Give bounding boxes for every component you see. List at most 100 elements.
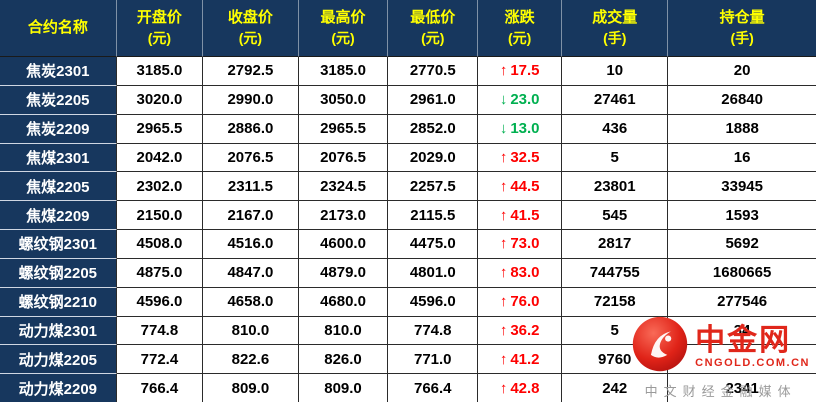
high-price: 4600.0 <box>298 230 389 259</box>
cngold-watermark: 中金网 CNGOLD.COM.CN 中文财经金融媒体 <box>631 315 810 400</box>
open-price: 772.4 <box>116 345 204 375</box>
change-cell: ↑ 44.5 <box>478 172 563 202</box>
cngold-logo-icon <box>631 315 689 378</box>
close-price: 2076.5 <box>203 143 299 173</box>
contract-name: 焦煤2205 <box>0 172 117 202</box>
header-label: 最低价 <box>410 9 456 27</box>
volume: 242 <box>562 374 669 402</box>
high-price: 3185.0 <box>298 57 389 86</box>
watermark-tagline: 中文财经金融媒体 <box>644 384 797 399</box>
change-cell: ↑ 76.0 <box>478 287 563 317</box>
high-price: 2324.5 <box>298 172 389 202</box>
table-row: 螺纹钢2301 4508.0 4516.0 4600.0 4475.0 ↑ 73.0 2817… <box>0 230 816 259</box>
table-row: 焦煤2209 2150.0 2167.0 2173.0 2115.5 ↑ 41.5 545 15… <box>0 201 816 231</box>
open-price: 774.8 <box>116 316 204 346</box>
up-arrow-icon: ↑ <box>499 235 508 253</box>
header-label: 持仓量 <box>719 9 765 27</box>
contract-name: 焦炭2301 <box>0 57 117 86</box>
contract-name: 螺纹钢2205 <box>0 258 117 288</box>
table-row: 焦煤2205 2302.0 2311.5 2324.5 2257.5 ↑ 44.5 23801… <box>0 172 816 202</box>
open-price: 2042.0 <box>116 143 204 173</box>
close-price: 809.0 <box>203 374 299 402</box>
high-price: 2965.5 <box>298 114 389 144</box>
low-price: 766.4 <box>388 374 479 402</box>
open-price: 3185.0 <box>116 57 204 86</box>
volume: 436 <box>562 114 669 144</box>
change-cell: ↑ 36.2 <box>478 316 563 346</box>
change-cell: ↑ 83.0 <box>478 258 563 288</box>
high-price: 4680.0 <box>298 287 389 317</box>
table-row: 螺纹钢2210 4596.0 4658.0 4680.0 4596.0 ↑ 76.0 7215… <box>0 287 816 317</box>
low-price: 2115.5 <box>388 201 479 231</box>
watermark-brand: 中金网 <box>695 324 792 357</box>
close-price: 822.6 <box>203 345 299 375</box>
header-label: 成交量 <box>592 9 638 27</box>
header-unit: (元) <box>508 29 532 46</box>
header-unit: (手) <box>603 29 627 46</box>
open-interest: 2341 <box>668 374 816 402</box>
open-interest: 1593 <box>668 201 816 231</box>
col-header-low-price: 最低价 (元) <box>388 0 479 57</box>
header-label: 合约名称 <box>27 18 88 36</box>
change-cell: ↑ 41.2 <box>478 345 563 375</box>
down-arrow-icon: ↓ <box>499 120 508 138</box>
close-price: 2167.0 <box>203 201 299 231</box>
contract-name: 动力煤2209 <box>0 374 117 402</box>
up-arrow-icon: ↑ <box>499 206 508 224</box>
open-interest: 34 <box>668 316 816 346</box>
table-row: 焦炭2209 2965.5 2886.0 2965.5 2852.0 ↓ 13.0 436 18… <box>0 114 816 144</box>
table-row: 动力煤2301 774.8 810.0 810.0 774.8 ↑ 36.2 5 34 <box>0 316 816 346</box>
up-arrow-icon: ↑ <box>499 350 508 368</box>
low-price: 2770.5 <box>388 57 479 86</box>
low-price: 2257.5 <box>388 172 479 202</box>
high-price: 2173.0 <box>298 201 389 231</box>
up-arrow-icon: ↑ <box>499 148 508 166</box>
open-interest: 277546 <box>668 287 816 317</box>
volume: 10 <box>562 57 669 86</box>
col-header-change: 涨跌 (元) <box>478 0 563 57</box>
high-price: 4879.0 <box>298 258 389 288</box>
volume: 545 <box>562 201 669 231</box>
close-price: 2311.5 <box>203 172 299 202</box>
table-row: 焦煤2301 2042.0 2076.5 2076.5 2029.0 ↑ 32.5 5 16 <box>0 143 816 173</box>
low-price: 2029.0 <box>388 143 479 173</box>
open-interest: 5692 <box>668 230 816 259</box>
header-unit: (手) <box>730 29 754 46</box>
close-price: 2886.0 <box>203 114 299 144</box>
header-label: 涨跌 <box>504 9 535 27</box>
header-unit: (元) <box>331 29 355 46</box>
up-arrow-icon: ↑ <box>499 322 508 340</box>
up-arrow-icon: ↑ <box>499 293 508 311</box>
low-price: 4596.0 <box>388 287 479 317</box>
table-row: 螺纹钢2205 4875.0 4847.0 4879.0 4801.0 ↑ 83.0 7447… <box>0 258 816 288</box>
header-label: 收盘价 <box>227 9 273 27</box>
header-label: 开盘价 <box>136 9 182 27</box>
change-cell: ↑ 32.5 <box>478 143 563 173</box>
up-arrow-icon: ↑ <box>499 264 508 282</box>
header-label: 最高价 <box>320 9 366 27</box>
open-interest: 1680665 <box>668 258 816 288</box>
close-price: 2990.0 <box>203 85 299 115</box>
close-price: 810.0 <box>203 316 299 346</box>
contract-name: 动力煤2205 <box>0 345 117 375</box>
header-row: 合约名称 开盘价 (元) 收盘价 (元) 最高价 (元) 最低价 (元) <box>0 0 816 57</box>
volume: 744755 <box>562 258 669 288</box>
high-price: 809.0 <box>298 374 389 402</box>
table-body: 焦炭2301 3185.0 2792.5 3185.0 2770.5 ↑ 17.5 10 20 焦… <box>0 57 816 402</box>
header-unit: (元) <box>421 29 445 46</box>
up-arrow-icon: ↑ <box>499 62 508 80</box>
close-price: 4516.0 <box>203 230 299 259</box>
open-price: 2965.5 <box>116 114 204 144</box>
volume: 2817 <box>562 230 669 259</box>
volume: 72158 <box>562 287 669 317</box>
low-price: 2852.0 <box>388 114 479 144</box>
close-price: 2792.5 <box>203 57 299 86</box>
open-price: 2302.0 <box>116 172 204 202</box>
contract-name: 焦煤2209 <box>0 201 117 231</box>
change-cell: ↑ 41.5 <box>478 201 563 231</box>
watermark-text-block: 中金网 CNGOLD.COM.CN <box>695 324 810 369</box>
contract-name: 动力煤2301 <box>0 316 117 346</box>
up-arrow-icon: ↑ <box>499 379 508 397</box>
table-row: 焦炭2205 3020.0 2990.0 3050.0 2961.0 ↓ 23.0 27461… <box>0 85 816 115</box>
